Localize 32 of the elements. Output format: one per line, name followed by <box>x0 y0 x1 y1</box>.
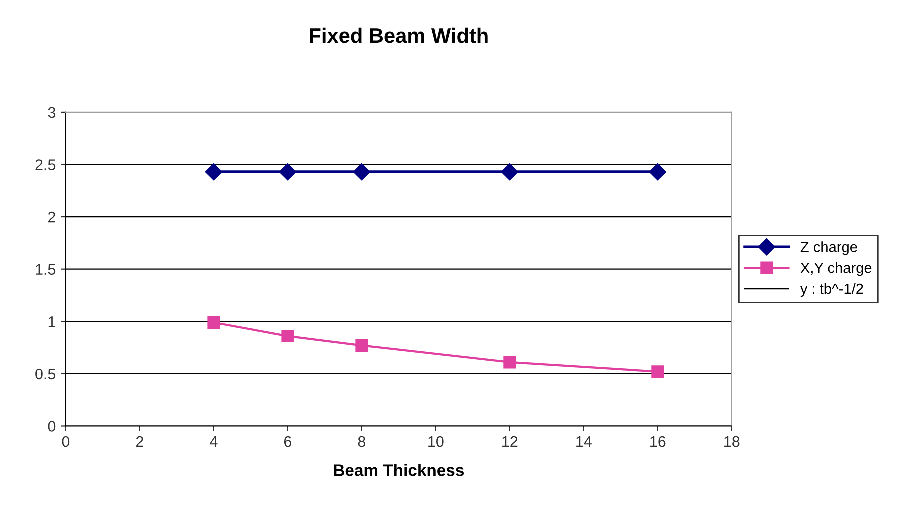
y-tick-label: 0.5 <box>36 368 56 380</box>
x-tick-label: 2 <box>136 436 144 448</box>
x-tick-label: 18 <box>724 436 740 448</box>
point <box>501 164 518 181</box>
x-tick-label: 8 <box>358 436 366 448</box>
y-tick-label: 0 <box>48 421 56 432</box>
x-tick-label: 10 <box>428 436 444 448</box>
x-tick-label: 6 <box>284 436 292 448</box>
y-tick-label: 1.5 <box>36 264 56 276</box>
x-tick-label: 4 <box>210 436 218 448</box>
x-tick-label: 16 <box>650 436 666 448</box>
x-tick-label: 12 <box>502 436 518 448</box>
legend-label: Z charge <box>800 242 858 256</box>
point <box>652 366 664 378</box>
point <box>208 316 220 329</box>
legend-label: y : tb^-1/2 <box>800 283 864 298</box>
point <box>504 356 516 369</box>
point <box>356 339 368 352</box>
point <box>353 164 370 181</box>
y-tick-label: 2 <box>48 212 56 223</box>
x-axis-title: Beam Thickness <box>334 464 464 476</box>
y-tick-label: 2.5 <box>36 160 56 170</box>
point <box>205 164 222 181</box>
point <box>649 164 666 181</box>
x-tick-label: 0 <box>62 436 70 448</box>
y-tick-label: 1 <box>48 316 56 328</box>
chart-title: Fixed Beam Width <box>310 28 488 44</box>
legend-label: X,Y charge <box>800 262 872 276</box>
point <box>279 164 296 181</box>
point <box>282 330 294 343</box>
x-tick-label: 14 <box>576 436 592 448</box>
y-tick-label: 3 <box>48 107 56 118</box>
